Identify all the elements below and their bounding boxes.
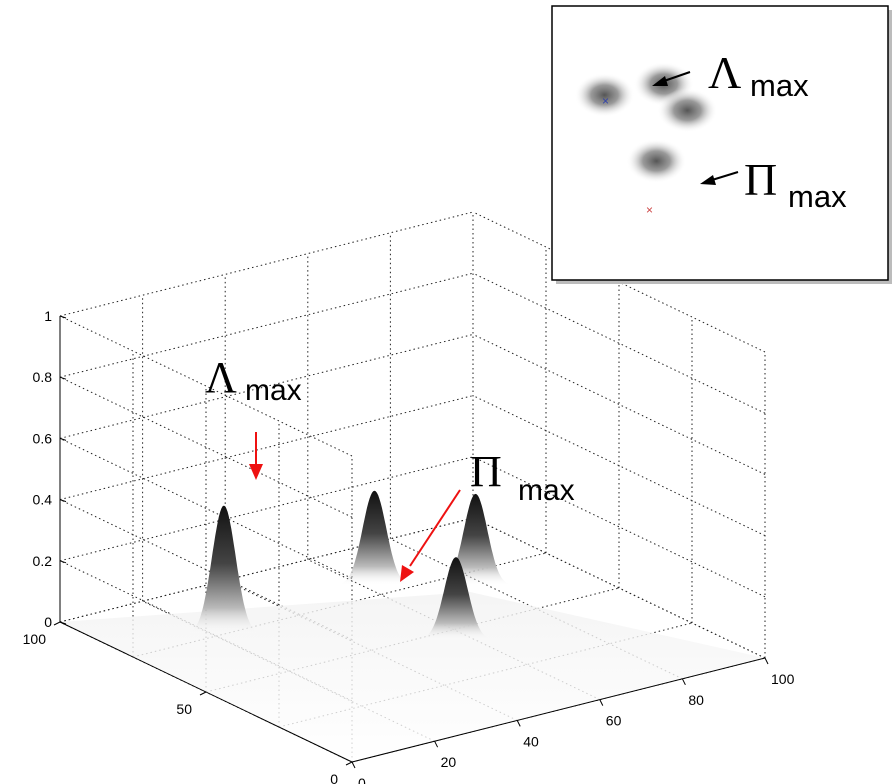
surface-peak bbox=[406, 557, 506, 640]
lambda-arrowhead bbox=[249, 464, 263, 480]
inset-pi-subscript: max bbox=[788, 179, 847, 214]
lambda-annotation: Λ max bbox=[205, 353, 302, 480]
z-tick-label: 0.8 bbox=[33, 369, 53, 385]
grid-line bbox=[472, 456, 766, 598]
inset-lambda-symbol: Λ bbox=[708, 47, 741, 98]
x-tick-label: 60 bbox=[606, 713, 622, 729]
lambda-marker: × bbox=[602, 94, 609, 108]
z-tick-mark bbox=[59, 437, 67, 441]
inset-lambda-subscript: max bbox=[750, 68, 809, 103]
pi-arrow-shaft bbox=[409, 489, 461, 567]
inset-lambda-arrow-shaft bbox=[663, 71, 691, 82]
surface-peak bbox=[325, 490, 424, 586]
y-tick-label: 100 bbox=[23, 631, 47, 647]
inset-blob bbox=[574, 73, 635, 117]
x-tick-label: 80 bbox=[688, 692, 704, 708]
surface-floor bbox=[60, 592, 765, 762]
grid-line bbox=[59, 333, 474, 439]
grid-line bbox=[59, 211, 474, 317]
z-tick-mark bbox=[59, 376, 67, 380]
pi-annotation: Π max bbox=[400, 447, 575, 582]
x-tick-label: 20 bbox=[441, 754, 457, 770]
z-tick-label: 0.6 bbox=[33, 430, 53, 446]
grid-line bbox=[59, 395, 474, 501]
x-tick-mark bbox=[351, 761, 356, 769]
grid-line bbox=[59, 272, 474, 378]
z-tick-mark bbox=[59, 560, 67, 564]
grid-line bbox=[59, 517, 474, 623]
inset-pi-arrow-shaft bbox=[711, 171, 739, 181]
z-tick-label: 0.2 bbox=[33, 553, 53, 569]
surface-peak bbox=[426, 493, 525, 586]
surface-peaks bbox=[174, 490, 525, 640]
x-tick-mark bbox=[764, 657, 769, 665]
y-tick-mark bbox=[199, 691, 207, 696]
x-tick-mark bbox=[681, 678, 686, 686]
z-tick-label: 0 bbox=[44, 614, 52, 630]
x-tick-mark bbox=[599, 699, 604, 706]
inset-blob bbox=[626, 139, 687, 183]
surface-peak bbox=[174, 505, 274, 635]
x-tick-mark bbox=[434, 740, 439, 748]
inset-pi-annotation: Π max bbox=[700, 154, 847, 214]
inset-blob bbox=[657, 88, 718, 133]
y-tick-mark bbox=[345, 761, 353, 766]
grid-line bbox=[59, 456, 474, 562]
inset-lambda-annotation: Λ max bbox=[652, 47, 809, 103]
z-tick-label: 1 bbox=[44, 308, 52, 324]
lambda-symbol: Λ bbox=[205, 353, 237, 402]
inset-pi-arrowhead bbox=[700, 175, 716, 185]
inset-lambda-arrowhead bbox=[652, 76, 668, 86]
z-tick-label: 0.4 bbox=[33, 492, 53, 508]
z-tick-mark bbox=[59, 499, 67, 503]
z-tick-mark bbox=[59, 315, 67, 319]
x-tick-mark bbox=[516, 720, 521, 727]
inset-frame bbox=[551, 5, 889, 281]
y-tick-mark bbox=[53, 621, 61, 626]
x-tick-label: 0 bbox=[358, 775, 366, 784]
pi-symbol: Π bbox=[470, 447, 502, 496]
z-tick-mark bbox=[59, 621, 67, 625]
pi-marker: × bbox=[646, 203, 653, 217]
y-tick-label: 0 bbox=[330, 771, 338, 784]
x-tick-label: 100 bbox=[771, 671, 795, 687]
inset-top-view: × × Λ max Π max bbox=[551, 5, 892, 284]
pi-subscript: max bbox=[518, 474, 575, 507]
y-tick-label: 50 bbox=[176, 701, 192, 717]
x-axis-line bbox=[351, 657, 766, 763]
x-tick-label: 40 bbox=[523, 733, 539, 749]
lambda-subscript: max bbox=[245, 374, 302, 407]
grid-line bbox=[472, 333, 766, 475]
inset-pi-symbol: Π bbox=[744, 154, 777, 205]
pi-arrowhead bbox=[400, 565, 414, 582]
